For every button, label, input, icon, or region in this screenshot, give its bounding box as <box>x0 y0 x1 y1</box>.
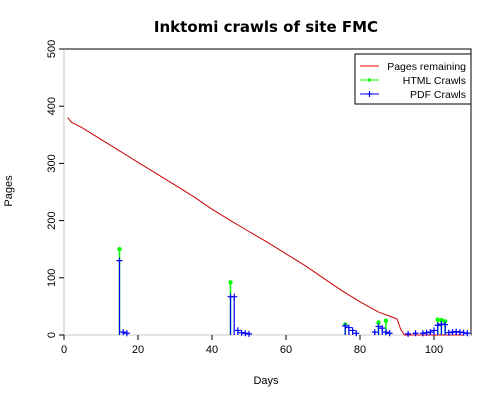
legend-pdf-crawls-label: PDF Crawls <box>410 89 466 101</box>
x-tick-label: 40 <box>206 344 218 356</box>
pdf-crawl-point <box>427 329 434 336</box>
y-tick-label: 300 <box>46 154 58 172</box>
x-tick-label: 60 <box>280 344 292 356</box>
legend-pdf-crawls-marker <box>366 91 373 97</box>
y-tick-label: 0 <box>46 332 58 338</box>
pdf-crawl-point <box>123 330 130 337</box>
y-tick-label: 400 <box>46 97 58 115</box>
y-tick-label: 100 <box>46 269 58 287</box>
pdf-crawl-point <box>434 322 441 329</box>
pdf-crawl-point <box>386 330 393 337</box>
html-crawl-point <box>439 317 444 323</box>
x-tick-label: 100 <box>425 344 443 356</box>
pdf-crawl-point <box>382 329 389 336</box>
pdf-crawl-point <box>464 330 471 337</box>
legend-box <box>354 53 472 105</box>
legend-pages-remaining-label: Pages remaining <box>387 61 466 73</box>
pdf-crawl-point <box>345 324 352 331</box>
pdf-crawl-point <box>246 330 252 337</box>
chart-title: Inktomi crawls of site FMC <box>154 18 378 36</box>
x-tick-label: 80 <box>354 344 366 356</box>
y-tick-label: 500 <box>46 40 58 58</box>
html-crawl-point <box>117 247 122 252</box>
html-crawl-point <box>383 318 389 323</box>
pdf-crawl-point <box>120 329 127 336</box>
pdf-crawl-point <box>442 321 449 328</box>
pdf-crawl-point <box>353 330 360 337</box>
y-axis-label: Pages <box>3 175 15 207</box>
html-crawl-point <box>376 320 381 325</box>
pdf-crawl-point <box>375 323 382 330</box>
pdf-crawl-point <box>234 327 241 334</box>
html-crawl-point <box>442 319 448 324</box>
pdf-crawl-point <box>231 293 238 300</box>
html-crawl-point <box>435 317 440 322</box>
pages-remaining-line <box>67 117 464 336</box>
legend-html-crawls-marker <box>367 78 372 82</box>
pdf-crawl-point <box>116 257 123 264</box>
pdf-crawl-point <box>379 325 386 332</box>
pdf-crawl-point <box>431 327 437 334</box>
pdf-crawl-point <box>412 330 419 337</box>
pdf-crawl-point <box>371 329 378 336</box>
pdf-crawl-point <box>405 330 412 337</box>
y-tick-label: 200 <box>46 211 58 229</box>
x-axis-label: Days <box>253 375 279 387</box>
x-tick-label: 0 <box>61 344 67 356</box>
legend-html-crawls-label: HTML Crawls <box>403 75 466 87</box>
pdf-crawl-point <box>342 322 349 329</box>
pdf-crawl-point <box>349 327 356 334</box>
html-crawl-point <box>228 280 233 285</box>
x-tick-label: 20 <box>132 344 144 356</box>
